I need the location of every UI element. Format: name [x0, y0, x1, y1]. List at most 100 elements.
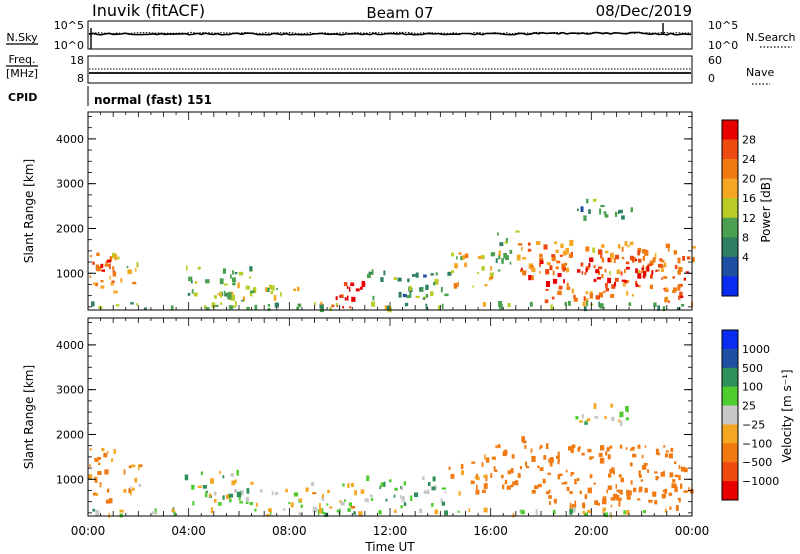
scatter-cell-9	[669, 506, 672, 510]
time-axis-labels: 00:00 04:00 08:00 12:00 16:00 20:00 00:00	[71, 524, 710, 538]
power-colorbar-tick: 8	[742, 231, 749, 244]
scatter-cell-3	[234, 489, 237, 493]
scatter-cell-6	[481, 462, 484, 467]
scatter-cell-10	[625, 405, 629, 412]
scatter-cell-8	[549, 462, 553, 467]
scatter-cell-7	[502, 452, 507, 457]
scatter-cell-9	[555, 249, 559, 253]
scatter-cell-3	[234, 272, 238, 275]
scatter-cell-11	[573, 507, 576, 513]
scatter-cell-3	[229, 498, 232, 503]
scatter-cell-8	[543, 455, 547, 460]
scatter-cell-2	[117, 256, 120, 260]
scatter-cell-4	[237, 282, 240, 289]
scatter-cell-10	[611, 284, 616, 289]
scatter-cell-5	[350, 282, 355, 287]
scatter-cell-10	[557, 273, 562, 278]
scatter-cell-6	[485, 457, 490, 463]
scatter-cell-4	[223, 290, 226, 297]
scatter-cell-8	[609, 469, 613, 474]
scatter-cell-8	[621, 489, 623, 495]
velocity-colorbar-segment	[722, 443, 738, 463]
scatter-cell-6	[461, 470, 465, 475]
scatter-cell-13	[91, 301, 95, 307]
scatter-cell-11	[353, 511, 356, 515]
scatter-cell-9	[527, 248, 532, 252]
scatter-cell-10	[635, 283, 639, 287]
scatter-cell-11	[95, 510, 100, 516]
scatter-cell-9	[677, 497, 681, 500]
velocity-colorbar-segment	[722, 462, 738, 482]
scatter-cell-4	[267, 287, 270, 292]
scatter-cell-0	[105, 260, 108, 264]
scatter-cell-2	[202, 485, 207, 489]
beam-title: Beam 07	[366, 4, 433, 22]
scatter-cell-11	[269, 514, 273, 517]
scatter-cell-7	[458, 252, 462, 255]
scatter-cell-12	[599, 208, 602, 215]
power-colorbar-tick: 20	[742, 173, 756, 186]
time-tick-label: 20:00	[574, 524, 609, 538]
scatter-cell-3	[218, 502, 222, 506]
scatter-cell-9	[601, 257, 605, 263]
scatter-cell-3	[230, 274, 232, 279]
scatter-cell-4	[276, 287, 278, 291]
scatter-cell-13	[254, 304, 258, 310]
scatter-cell-6	[484, 454, 486, 460]
noise-left-tick-bottom: 10^0	[54, 39, 84, 52]
scatter-cell-6	[470, 480, 475, 485]
scatter-cell-3	[249, 293, 253, 297]
scatter-cell-6	[458, 491, 461, 496]
scatter-cell-3	[229, 291, 234, 295]
scatter-cell-2	[204, 491, 208, 498]
scatter-cell-3	[246, 488, 250, 494]
scatter-cell-10	[620, 271, 623, 276]
scatter-cell-9	[522, 270, 527, 276]
scatter-cell-6	[476, 473, 478, 478]
scatter-cell-3	[188, 276, 193, 282]
scatter-cell-7	[506, 485, 511, 490]
scatter-cell-11	[434, 509, 439, 515]
scatter-cell-7	[490, 266, 493, 271]
scatter-cell-9	[660, 268, 664, 272]
scatter-cell-10	[545, 269, 550, 275]
scatter-cell-0	[97, 471, 102, 475]
scatter-cell-6	[380, 277, 384, 282]
scatter-cell-8	[671, 483, 675, 489]
scatter-cell-5	[423, 490, 428, 494]
scatter-cell-9	[647, 263, 650, 267]
scatter-cell-4	[327, 489, 330, 494]
scatter-cell-8	[589, 474, 593, 479]
scatter-cell-12	[603, 211, 607, 215]
scatter-cell-9	[626, 495, 631, 500]
scatter-cell-8	[674, 483, 677, 488]
scatter-cell-6	[440, 286, 443, 293]
scatter-cell-11	[154, 508, 157, 515]
scatter-cell-10	[660, 259, 665, 263]
scatter-cell-10	[584, 421, 588, 425]
scatter-cell-6	[415, 272, 419, 278]
scatter-cell-9	[642, 255, 645, 261]
scatter-cell-9	[530, 265, 534, 270]
time-xlabel: Time UT	[364, 540, 415, 554]
scatter-cell-1	[128, 488, 132, 493]
scatter-cell-11	[582, 510, 586, 514]
scatter-cell-8	[678, 475, 681, 481]
scatter-cell-0	[99, 482, 102, 488]
scatter-cell-8	[534, 485, 539, 489]
scatter-cell-8	[504, 241, 508, 244]
scatter-cell-9	[527, 242, 531, 246]
scatter-cell-11	[605, 288, 610, 292]
scatter-cell-10	[621, 279, 626, 282]
scatter-cell-9	[644, 250, 649, 256]
scatter-cell-9	[549, 500, 551, 505]
scatter-cell-10	[552, 270, 555, 276]
scatter-cell-1	[129, 486, 132, 490]
scatter-cell-8	[538, 483, 542, 488]
scatter-cell-11	[587, 509, 592, 514]
scatter-cell-1	[134, 477, 138, 483]
scatter-cell-9	[521, 247, 523, 251]
velocity-colorbar-tick: −25	[742, 418, 765, 431]
scatter-cell-8	[620, 477, 625, 483]
scatter-cell-2	[132, 281, 137, 285]
